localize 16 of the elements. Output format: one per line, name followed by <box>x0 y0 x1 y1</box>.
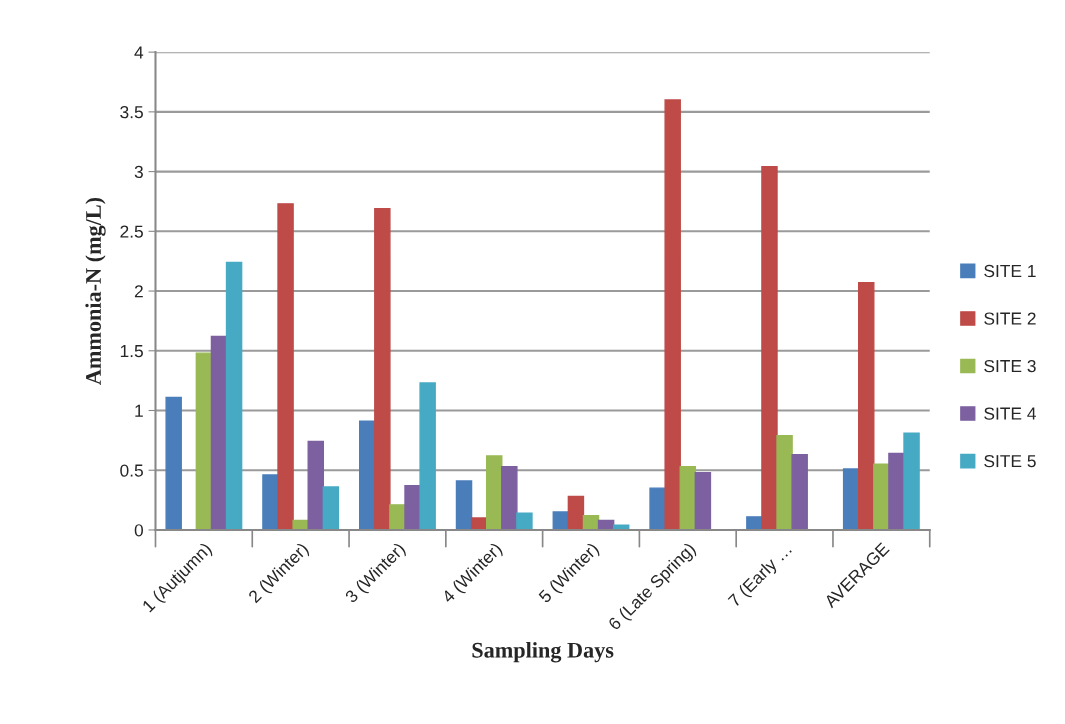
x-axis-title: Sampling Days <box>472 642 614 663</box>
y-tick-label: 0.5 <box>120 464 143 477</box>
y-tick-label: 1 <box>135 404 143 417</box>
legend-label: SITE 4 <box>984 407 1036 420</box>
y-tick-label: 3 <box>134 165 143 179</box>
y-tick-label: 2 <box>134 285 143 298</box>
legend-label: SITE 2 <box>984 312 1036 325</box>
legend-label: SITE 3 <box>984 359 1036 373</box>
legend-label: SITE 5 <box>984 454 1036 468</box>
legend-label: SITE 1 <box>984 264 1036 278</box>
y-tick-label: 4 <box>134 46 144 59</box>
y-tick-label: 2.5 <box>120 225 143 238</box>
y-tick-label: 1.5 <box>120 345 143 358</box>
y-tick-label: 0 <box>134 524 144 537</box>
y-axis-title: Ammonia-N (mg/L) <box>85 197 106 385</box>
y-tick-label: 3.5 <box>120 106 143 119</box>
